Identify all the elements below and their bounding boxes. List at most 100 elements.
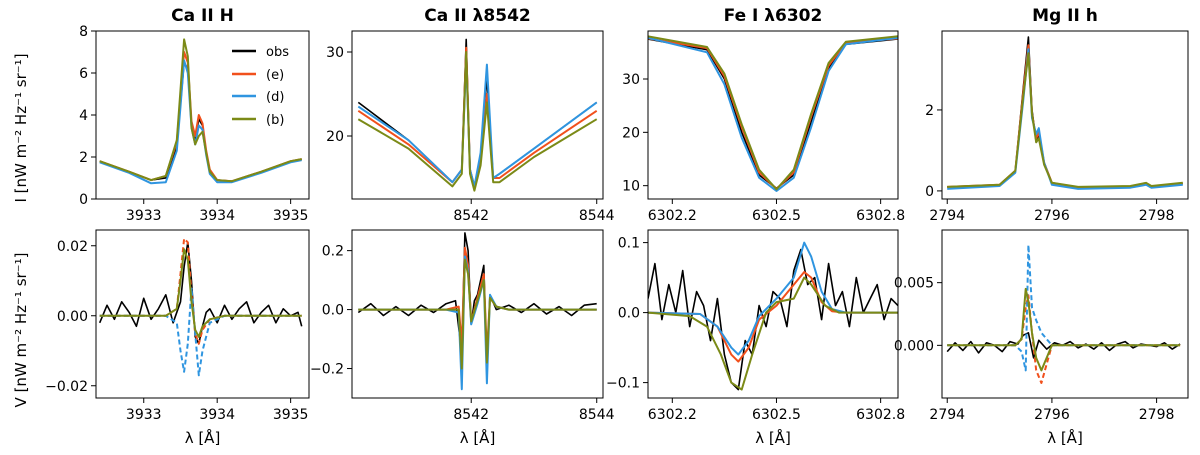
x-axis-label: λ [Å] xyxy=(1047,428,1083,447)
series-group xyxy=(99,38,302,185)
panel-caii8542-I: 8542 8544 20 30 Ca II λ8542 xyxy=(326,6,614,224)
x-tick-label: 2796 xyxy=(1034,407,1070,423)
x-tick-label: 6302.5 xyxy=(752,407,801,423)
x-tick-label: 8542 xyxy=(453,407,489,423)
panel-mgiih-V: 2794 2796 2798 0.000 0.005 λ [Å] xyxy=(894,229,1189,447)
x-tick-label: 6302.8 xyxy=(856,407,905,423)
series-line-b xyxy=(648,276,898,391)
y-tick-label: 20 xyxy=(326,129,344,145)
x-tick-label: 6302.2 xyxy=(648,407,697,423)
y-tick-label: 30 xyxy=(622,72,640,88)
series-line-b xyxy=(358,258,597,370)
x-tick-label: 3934 xyxy=(199,208,235,224)
axes-frame xyxy=(941,30,1189,200)
x-axis-label: λ [Å] xyxy=(460,428,496,447)
y-tick-label: 2 xyxy=(79,150,88,166)
series-group xyxy=(946,244,1181,384)
axes-frame xyxy=(647,30,899,200)
axes-frame xyxy=(941,229,1189,399)
series-group xyxy=(357,38,598,192)
axes-frame xyxy=(647,229,899,399)
y-tick-label: 0.2 xyxy=(322,244,344,260)
x-tick-label: 2796 xyxy=(1034,208,1070,224)
y-tick-label: 0.0 xyxy=(618,306,640,322)
series-line-b xyxy=(648,35,898,191)
x-tick-label: 2798 xyxy=(1139,208,1175,224)
axes-frame xyxy=(351,30,604,200)
series-line-e xyxy=(947,44,1183,189)
y-tick-label: 20 xyxy=(622,125,640,141)
series-group xyxy=(648,35,898,192)
series-line-e xyxy=(648,37,898,190)
x-tick-label: 3933 xyxy=(126,208,162,224)
y-tick-label: 0.005 xyxy=(894,276,934,292)
y-tick-label: −0.02 xyxy=(45,379,88,395)
series-group xyxy=(98,237,303,377)
series-group xyxy=(947,36,1183,190)
x-tick-label: 2794 xyxy=(929,407,965,423)
series-line-d xyxy=(648,36,898,192)
legend-label-e: (e) xyxy=(266,68,284,83)
y-tick-label: 6 xyxy=(79,66,88,82)
panel-fei-V: 6302.2 6302.5 6302.8 −0.1 0.0 0.1 λ [Å] xyxy=(606,229,905,447)
panel-caii8542-V: 8542 8544 −0.2 0.0 0.2 λ [Å] xyxy=(310,229,615,447)
x-tick-label: 6302.5 xyxy=(752,208,801,224)
x-axis-label: λ [Å] xyxy=(755,428,791,447)
series-line-obs xyxy=(648,38,898,190)
y-axis-label-intensity: I [nW m⁻² Hz⁻¹ sr⁻¹] xyxy=(12,53,30,202)
y-tick-label: −0.2 xyxy=(310,362,344,378)
series-line-d xyxy=(648,241,898,356)
x-tick-label: 3934 xyxy=(199,407,235,423)
x-tick-label: 3933 xyxy=(126,407,162,423)
panel-title: Mg II h xyxy=(1032,6,1098,26)
y-tick-label: 0 xyxy=(79,192,88,208)
x-tick-label: 6302.8 xyxy=(856,208,905,224)
series-line-e xyxy=(947,294,1181,384)
series-line-b xyxy=(357,51,598,192)
y-tick-label: 0.02 xyxy=(57,239,88,255)
series-line-d xyxy=(357,59,598,188)
series-line-b xyxy=(947,287,1181,372)
x-tick-label: 8544 xyxy=(579,208,615,224)
series-line-d xyxy=(947,48,1183,190)
panel-mgiih-I: 2794 2796 2798 0 2 Mg II h xyxy=(925,6,1189,224)
y-tick-label: 0.1 xyxy=(618,236,640,252)
legend: obs (e) (d) (b) xyxy=(232,45,289,128)
y-tick-label: 0 xyxy=(925,184,934,200)
y-axis-label-stokes-v: V [nW m⁻² Hz⁻¹ sr⁻¹] xyxy=(12,253,30,408)
x-tick-label: 8544 xyxy=(579,407,615,423)
y-tick-label: −0.1 xyxy=(606,376,640,392)
legend-label-b: (b) xyxy=(266,113,284,128)
axes-frame xyxy=(351,229,604,399)
series-group xyxy=(357,232,597,391)
series-line-obs xyxy=(648,248,898,391)
y-tick-label: 2 xyxy=(925,103,934,119)
x-axis-label: λ [Å] xyxy=(185,428,221,447)
x-tick-label: 8542 xyxy=(453,208,489,224)
series-line-e xyxy=(99,237,302,345)
y-tick-label: 0.000 xyxy=(894,338,934,354)
x-tick-label: 3935 xyxy=(273,407,309,423)
series-line-d xyxy=(99,286,302,377)
series-line-b xyxy=(947,52,1183,188)
panel-fei-I: 6302.2 6302.5 6302.8 10 20 30 Fe I λ6302 xyxy=(622,6,905,224)
x-tick-label: 6302.2 xyxy=(648,208,697,224)
y-tick-label: 10 xyxy=(622,179,640,195)
x-tick-label: 2794 xyxy=(929,208,965,224)
panel-caiih-V: 3933 3934 3935 −0.02 0.00 0.02 λ [Å] xyxy=(45,229,310,447)
series-line-obs xyxy=(947,36,1183,189)
series-line-d xyxy=(947,244,1181,372)
legend-label-obs: obs xyxy=(266,45,289,60)
series-line-b xyxy=(99,38,302,183)
series-line-b xyxy=(99,248,302,338)
x-tick-label: 3935 xyxy=(273,208,309,224)
series-group xyxy=(648,241,898,391)
y-tick-label: 0.0 xyxy=(322,303,344,319)
y-tick-label: 8 xyxy=(79,24,88,40)
panel-title: Ca II H xyxy=(171,6,234,26)
y-tick-label: 4 xyxy=(79,108,88,124)
panel-caiih-I: 3933 3934 3935 0 2 4 6 8 Ca II H xyxy=(79,6,310,224)
series-line-d xyxy=(358,255,597,391)
x-tick-label: 2798 xyxy=(1139,407,1175,423)
